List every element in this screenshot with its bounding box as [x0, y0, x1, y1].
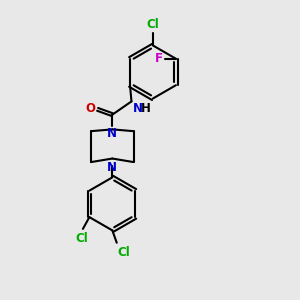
Text: Cl: Cl [76, 232, 88, 245]
Text: O: O [85, 102, 95, 115]
Text: N: N [107, 127, 117, 140]
Text: N: N [107, 161, 117, 174]
Text: Cl: Cl [118, 246, 130, 259]
Text: F: F [154, 52, 163, 65]
Text: N: N [133, 102, 142, 115]
Text: Cl: Cl [147, 18, 159, 31]
Text: H: H [141, 102, 151, 115]
